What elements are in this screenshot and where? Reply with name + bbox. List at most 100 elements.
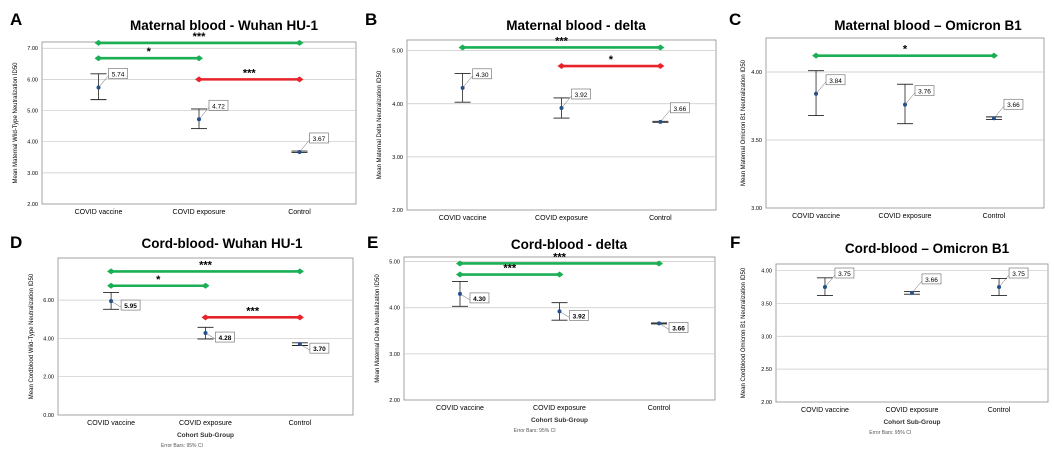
y-axis-label: Mean Maternal Delta Neutralization ID50 bbox=[377, 70, 383, 179]
label-leader bbox=[824, 274, 836, 288]
significance-end-marker bbox=[458, 44, 467, 51]
chart-title: Maternal blood – Omicron B1 bbox=[834, 18, 1022, 33]
y-tick-label: 3.00 bbox=[27, 171, 38, 177]
significance-end-marker bbox=[195, 76, 203, 83]
label-leader bbox=[205, 332, 216, 340]
data-label-box bbox=[825, 74, 846, 86]
label-leader bbox=[815, 81, 827, 94]
panel-d: D Cord-blood- Wuhan HU-1 0.00 2.00 4.00 6.00 M… bbox=[10, 233, 354, 449]
data-label: 3.84 bbox=[829, 78, 842, 85]
significance-label: *** bbox=[555, 35, 569, 47]
plot-frame bbox=[775, 263, 1049, 403]
data-label-box bbox=[1008, 267, 1029, 279]
x-tick-label: COVID exposure bbox=[535, 215, 588, 222]
significance-end-marker bbox=[201, 314, 210, 321]
significance-label: *** bbox=[503, 263, 517, 275]
significance-end-marker bbox=[455, 271, 464, 278]
label-leader bbox=[462, 75, 473, 88]
x-tick-label: Control bbox=[983, 213, 1006, 220]
significance-end-marker bbox=[295, 314, 304, 321]
x-tick-label: Control bbox=[648, 405, 671, 412]
chart-title: Cord-blood- Wuhan HU-1 bbox=[142, 236, 303, 251]
significance-end-marker bbox=[656, 63, 665, 70]
significance-end-marker bbox=[812, 52, 821, 59]
data-label: 4.30 bbox=[476, 72, 489, 79]
x-axis-label: Cohort Sub-Group bbox=[531, 417, 588, 424]
data-label-box bbox=[469, 292, 490, 304]
panel-letter: B bbox=[365, 10, 377, 29]
significance-end-marker bbox=[201, 282, 210, 289]
data-label-box bbox=[215, 331, 235, 343]
label-leader bbox=[198, 107, 210, 120]
y-tick-label: 7.00 bbox=[27, 46, 38, 52]
y-tick-label: 2.00 bbox=[389, 398, 400, 404]
label-leader bbox=[904, 92, 916, 105]
significance-end-marker bbox=[94, 55, 103, 62]
significance-end-marker bbox=[655, 260, 664, 267]
x-tick-label: COVID exposure bbox=[533, 405, 586, 412]
significance-label: *** bbox=[553, 251, 567, 263]
y-tick-label: 5.00 bbox=[27, 109, 38, 115]
significance-end-marker bbox=[557, 63, 566, 70]
data-label: 4.72 bbox=[212, 103, 225, 110]
label-leader bbox=[98, 75, 109, 88]
y-tick-label: 4.00 bbox=[27, 140, 38, 146]
y-axis-label: Mean Maternal Wild-Type Neutralization I… bbox=[13, 62, 19, 184]
x-tick-label: COVID vaccine bbox=[75, 209, 123, 216]
label-leader bbox=[911, 280, 923, 294]
data-label: 3.66 bbox=[674, 106, 687, 113]
y-tick-label: 6.00 bbox=[43, 298, 54, 304]
x-tick-label: COVID vaccine bbox=[792, 213, 840, 220]
y-tick-label: 4.00 bbox=[43, 336, 54, 342]
chart-title: Maternal blood - delta bbox=[506, 18, 646, 33]
panel-letter: E bbox=[367, 233, 378, 252]
data-label: 3.66 bbox=[925, 277, 938, 284]
x-axis-label: Cohort Sub-Group bbox=[177, 432, 234, 439]
significance-end-marker bbox=[295, 268, 304, 275]
label-leader bbox=[561, 95, 572, 109]
y-tick-label: 3.50 bbox=[761, 301, 772, 307]
significance-end-marker bbox=[94, 39, 103, 46]
data-label: 3.75 bbox=[838, 271, 851, 278]
significance-label: * bbox=[156, 274, 161, 286]
significance-label: *** bbox=[193, 31, 207, 43]
x-tick-label: Control bbox=[289, 420, 312, 427]
y-tick-label: 5.00 bbox=[392, 49, 403, 55]
data-label: 3.66 bbox=[672, 325, 685, 332]
significance-end-marker bbox=[656, 44, 665, 51]
label-leader bbox=[998, 274, 1010, 288]
data-label: 3.76 bbox=[918, 89, 931, 96]
chart-title: Cord-blood - delta bbox=[511, 237, 628, 252]
significance-label: * bbox=[609, 54, 614, 66]
y-axis-label: Mean Maternal Delta Neutralization ID50 bbox=[375, 274, 381, 383]
chart-title: Maternal blood - Wuhan HU-1 bbox=[130, 18, 318, 33]
significance-label: *** bbox=[246, 305, 260, 317]
x-tick-label: COVID vaccine bbox=[439, 215, 487, 222]
y-tick-label: 2.00 bbox=[392, 208, 403, 214]
y-tick-label: 5.00 bbox=[389, 260, 400, 266]
y-axis-label: Mean Cordblood Wild-Type Neutralization … bbox=[29, 273, 35, 399]
x-axis-label: Cohort Sub-Group bbox=[883, 419, 940, 426]
panel-letter: D bbox=[10, 233, 22, 252]
y-tick-label: 0.00 bbox=[43, 413, 54, 419]
data-label-box bbox=[1003, 98, 1024, 110]
data-label-box bbox=[914, 85, 935, 96]
label-leader bbox=[110, 300, 122, 308]
x-tick-label: COVID vaccine bbox=[87, 420, 135, 427]
x-tick-label: COVID exposure bbox=[886, 407, 939, 414]
panel-a: A Maternal blood - Wuhan HU-1 2.00 3.00 4.00… bbox=[10, 10, 357, 216]
y-tick-label: 2.50 bbox=[761, 367, 772, 373]
x-tick-label: Control bbox=[649, 215, 672, 222]
label-leader bbox=[459, 293, 471, 301]
plot-frame bbox=[403, 256, 716, 401]
chart-title: Cord-blood – Omicron B1 bbox=[845, 241, 1010, 256]
data-label-box bbox=[668, 322, 689, 333]
y-tick-label: 3.50 bbox=[751, 138, 762, 144]
data-label: 3.66 bbox=[1007, 102, 1020, 109]
x-tick-label: Control bbox=[288, 209, 311, 216]
significance-end-marker bbox=[989, 52, 998, 59]
label-leader bbox=[660, 109, 671, 122]
data-label-box bbox=[108, 68, 128, 79]
x-tick-label: Control bbox=[988, 407, 1011, 414]
